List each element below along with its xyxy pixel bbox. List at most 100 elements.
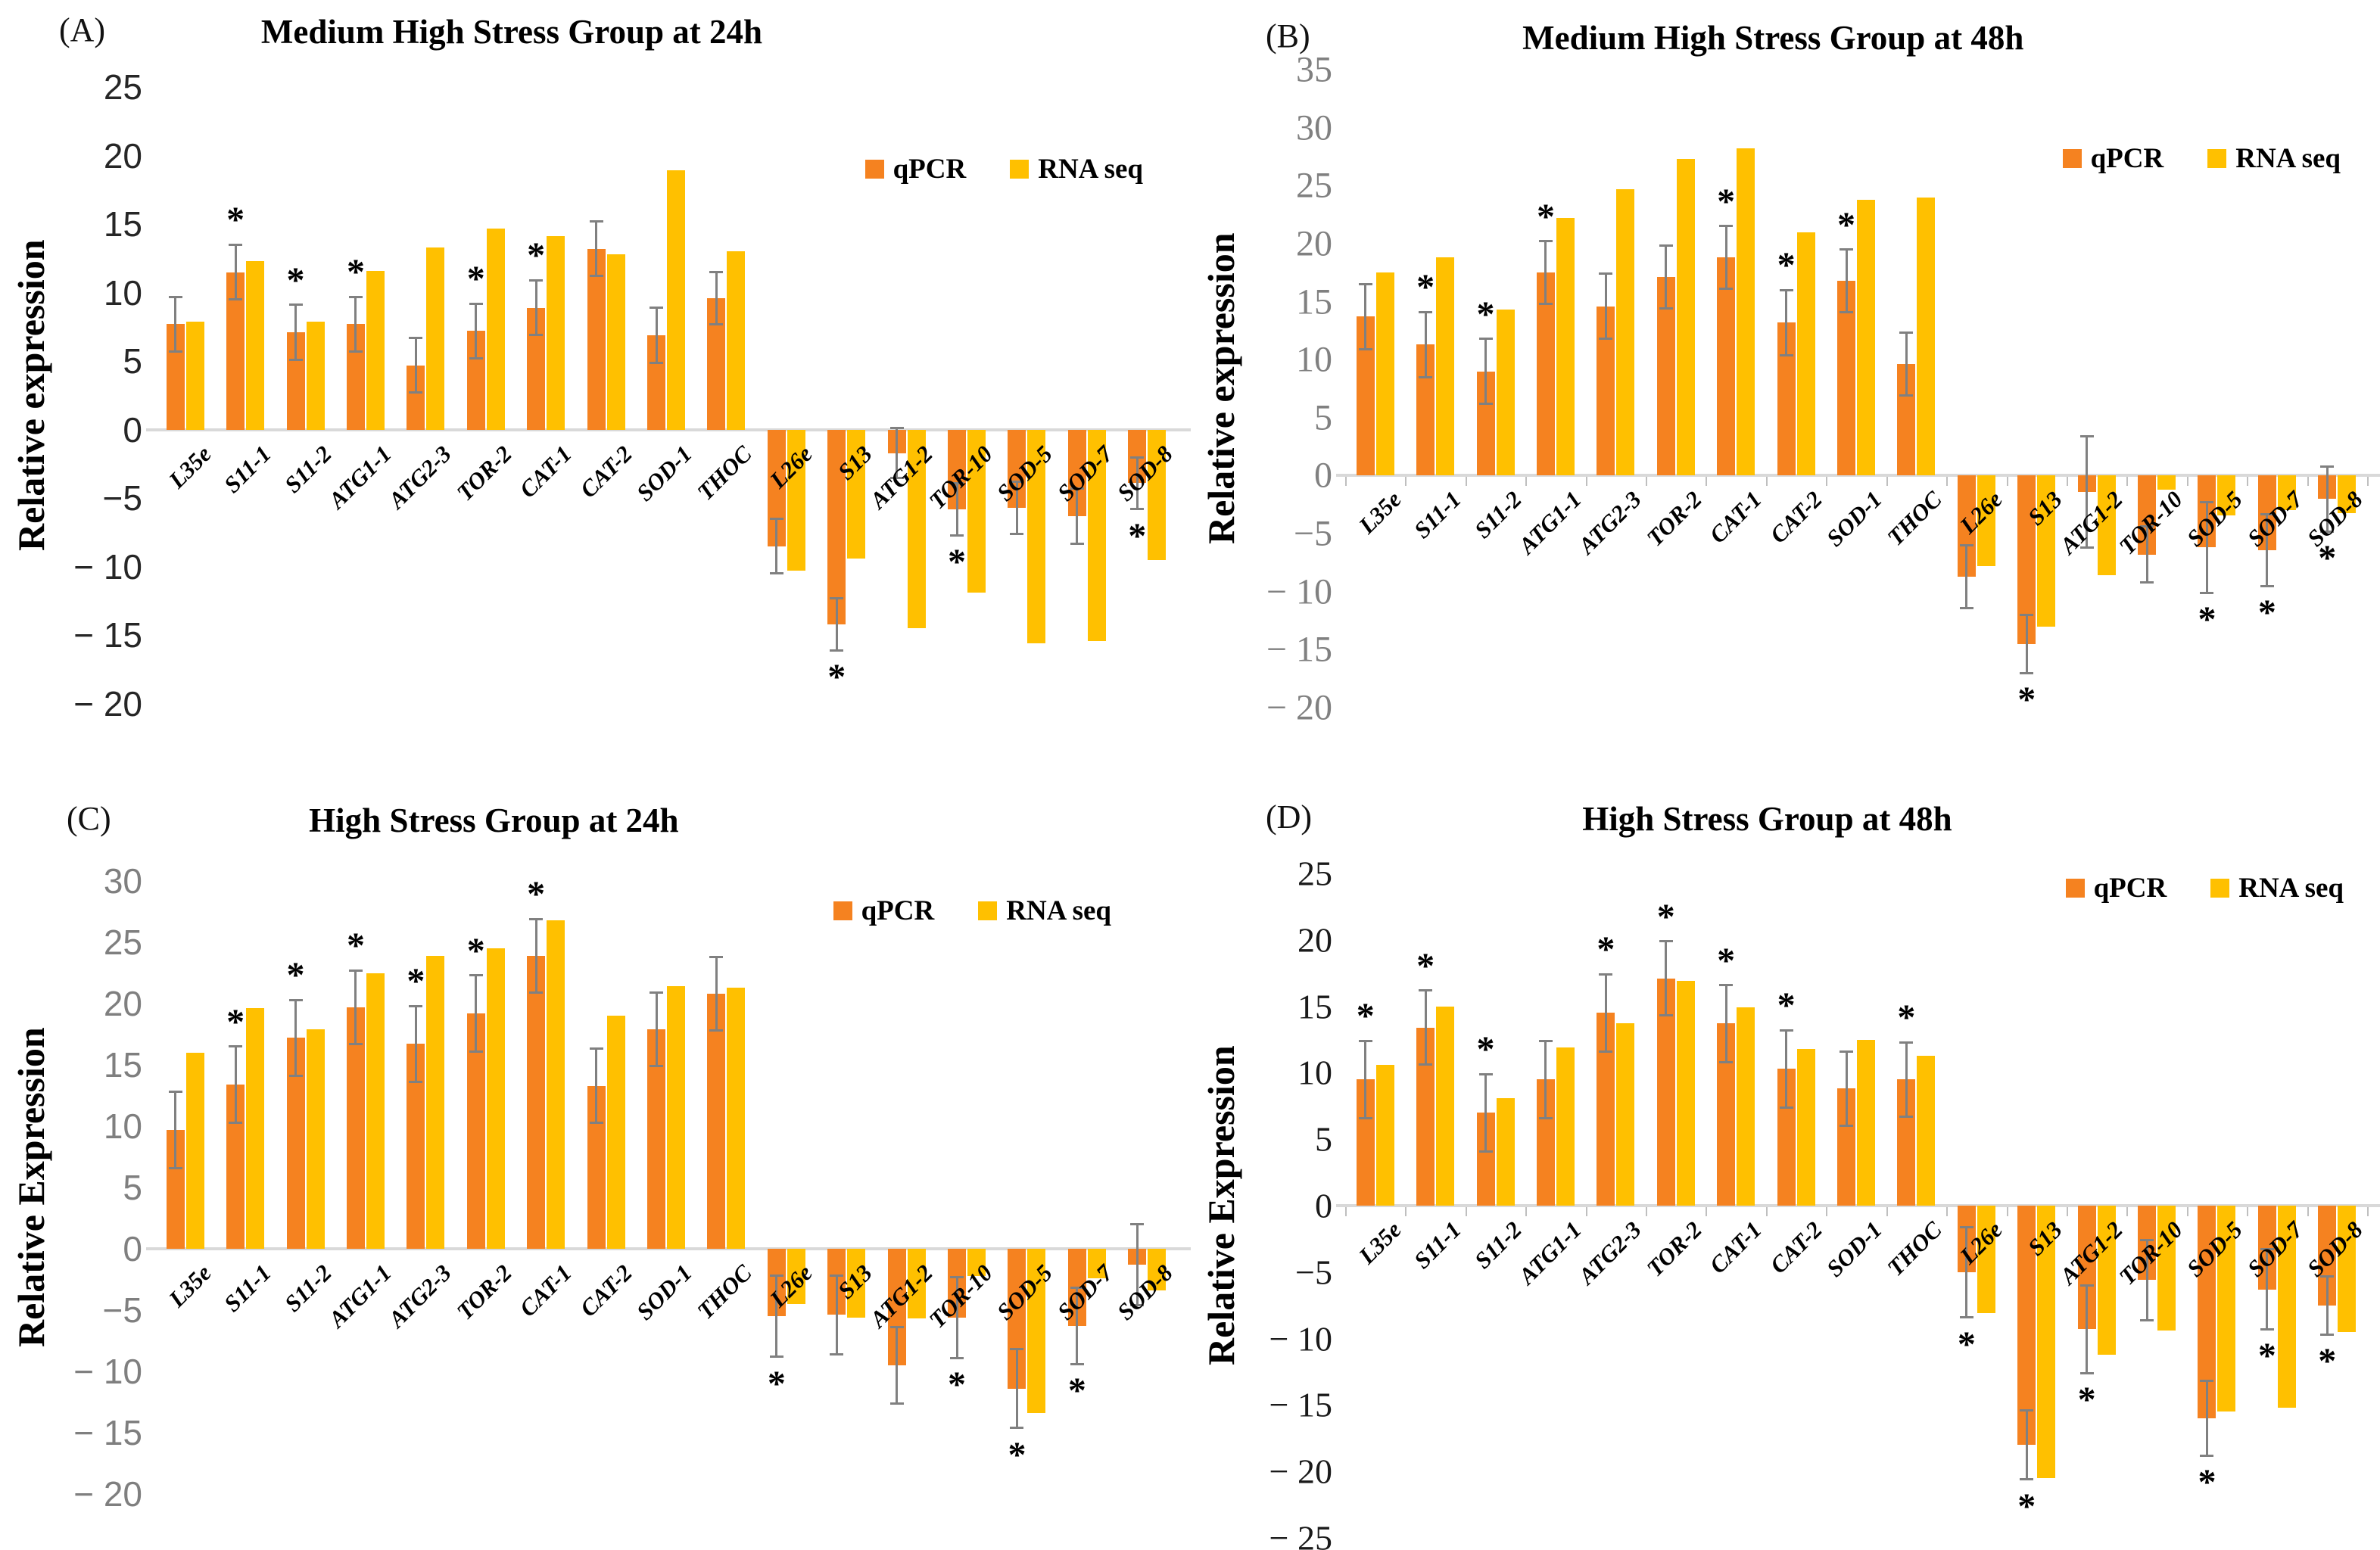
error-cap-bottom-ATG1-1 — [1538, 303, 1553, 306]
error-cap-bottom-L26e — [769, 572, 783, 575]
error-cap-bottom-ATG1-1 — [348, 1042, 363, 1045]
error-bar-TOR-2 — [475, 303, 478, 359]
error-bar-L35e — [174, 297, 177, 352]
significance-asterisk-SOD-1: * — [1837, 204, 1855, 245]
significance-asterisk-L35e: * — [1356, 996, 1375, 1037]
legend-label: RNA seq — [2238, 873, 2344, 904]
bar-rna-seq-ATG1-1 — [1556, 218, 1575, 476]
significance-asterisk-ATG2-3: * — [1597, 929, 1615, 970]
legend-item: qPCR — [864, 153, 966, 185]
error-bar-CAT-1 — [534, 280, 537, 335]
bar-qpcr-TOR-2 — [1656, 277, 1675, 476]
significance-asterisk-SOD-5: * — [2198, 1462, 2216, 1503]
error-bar-ATG2-3 — [1604, 273, 1607, 339]
x-axis-tick-mark — [1405, 477, 1407, 487]
error-bar-S13 — [835, 1275, 838, 1355]
significance-asterisk-SOD-5: * — [1008, 1434, 1026, 1475]
y-tick-label: 10 — [103, 272, 142, 313]
error-cap-bottom-THOC — [1899, 394, 1914, 397]
x-axis-tick-mark — [2006, 477, 2008, 487]
chart-title: High Stress Group at 48h — [1582, 800, 1952, 838]
x-axis-tick-mark — [2126, 1207, 2129, 1216]
x-axis-tick-mark — [1585, 1207, 1587, 1216]
error-cap-top-SOD-5 — [1010, 481, 1024, 484]
error-cap-top-S11-2 — [1478, 338, 1493, 341]
error-cap-bottom-SOD-7 — [2260, 1327, 2274, 1331]
y-tick-label: 10 — [103, 1106, 142, 1146]
error-cap-bottom-L35e — [168, 350, 182, 353]
y-tick-label: 0 — [1314, 455, 1332, 496]
error-bar-THOC — [1905, 332, 1908, 396]
significance-asterisk-CAT-2: * — [1777, 245, 1796, 286]
error-cap-top-L35e — [1358, 283, 1372, 286]
error-bar-ATG1-1 — [354, 970, 357, 1044]
x-axis-tick-mark — [1646, 1207, 1648, 1216]
error-cap-top-SOD-7 — [2260, 1248, 2274, 1251]
bar-rna-seq-SOD-8 — [2338, 1206, 2357, 1332]
error-cap-bottom-ATG2-3 — [1599, 338, 1613, 341]
bar-rna-seq-ATG1-2 — [2097, 1206, 2116, 1355]
error-cap-top-ATG1-1 — [348, 295, 363, 298]
error-cap-top-S11-1 — [1419, 989, 1433, 992]
bar-qpcr-SOD-1 — [1837, 280, 1855, 476]
error-bar-SOD-5 — [2205, 502, 2208, 593]
significance-asterisk-CAT-2: * — [1777, 985, 1796, 1026]
y-tick-label: 25 — [1297, 854, 1332, 893]
error-cap-top-ATG2-3 — [409, 336, 423, 339]
y-tick-label: −5 — [1293, 513, 1332, 554]
y-tick-label: −5 — [102, 478, 142, 518]
bar-rna-seq-CAT-2 — [1796, 232, 1815, 476]
bar-rna-seq-S11-1 — [246, 261, 265, 430]
panel-high-48h: (D) High Stress Group at 48h qPCR RNA seq Re… — [1190, 775, 2380, 1550]
error-cap-top-CAT-2 — [589, 1047, 603, 1050]
x-axis-tick-mark — [1826, 477, 1828, 487]
error-bar-SOD-7 — [2266, 1249, 2269, 1330]
error-cap-top-S11-1 — [229, 1045, 243, 1048]
y-tick-label: 20 — [1296, 223, 1332, 264]
x-axis-tick-mark — [1345, 477, 1347, 487]
x-axis-tick-mark — [2066, 1207, 2068, 1216]
error-cap-bottom-TOR-2 — [469, 1050, 483, 1053]
error-cap-top-TOR-10 — [950, 481, 964, 484]
significance-asterisk-S11-1: * — [226, 200, 245, 241]
bar-rna-seq-THOC — [1917, 1055, 1936, 1206]
error-cap-bottom-SOD-1 — [1840, 310, 1853, 313]
bar-rna-seq-CAT-1 — [1737, 148, 1755, 476]
error-bar-TOR-10 — [2145, 526, 2148, 583]
y-tick-label: 0 — [123, 1229, 142, 1268]
error-bar-CAT-2 — [595, 221, 598, 276]
bar-rna-seq-SOD-1 — [667, 986, 685, 1249]
error-cap-top-TOR-10 — [2140, 525, 2154, 528]
legend: qPCR RNA seq — [2065, 872, 2344, 904]
error-bar-ATG1-2 — [2086, 436, 2089, 548]
error-cap-top-S13 — [830, 1275, 844, 1278]
error-cap-bottom-SOD-8 — [1130, 1304, 1145, 1307]
x-axis-line — [1336, 1204, 2380, 1207]
error-cap-bottom-ATG1-2 — [2079, 546, 2094, 549]
legend-label: RNA seq — [1038, 154, 1143, 185]
bar-rna-seq-S11-2 — [1496, 1097, 1515, 1206]
error-cap-top-SOD-8 — [1130, 456, 1145, 459]
bar-rna-seq-ATG2-3 — [426, 955, 445, 1249]
error-bar-S11-2 — [294, 304, 298, 360]
significance-asterisk-TOR-2: * — [1656, 896, 1675, 937]
error-bar-TOR-2 — [1665, 245, 1668, 309]
bar-rna-seq-ATG1-1 — [366, 270, 385, 430]
y-axis-title: Relative expression — [10, 239, 52, 552]
error-cap-bottom-SOD-8 — [2320, 530, 2335, 533]
error-cap-bottom-L26e — [1959, 606, 1973, 609]
error-cap-top-ATG2-3 — [409, 1004, 423, 1007]
y-tick-label: 35 — [1296, 49, 1332, 90]
error-cap-top-CAT-1 — [1719, 984, 1734, 986]
error-cap-top-SOD-7 — [1070, 1287, 1084, 1290]
y-tick-label: −5 — [102, 1290, 142, 1330]
error-bar-SOD-8 — [2325, 1276, 2329, 1335]
bar-rna-seq-ATG1-2 — [907, 429, 926, 629]
y-tick-label: − 20 — [1266, 687, 1332, 728]
error-cap-bottom-SOD-8 — [2320, 1333, 2335, 1336]
error-cap-bottom-CAT-2 — [1779, 1106, 1793, 1109]
y-tick-label: 5 — [1314, 397, 1332, 438]
y-tick-label: 10 — [1296, 339, 1332, 380]
error-bar-SOD-8 — [2325, 466, 2329, 532]
